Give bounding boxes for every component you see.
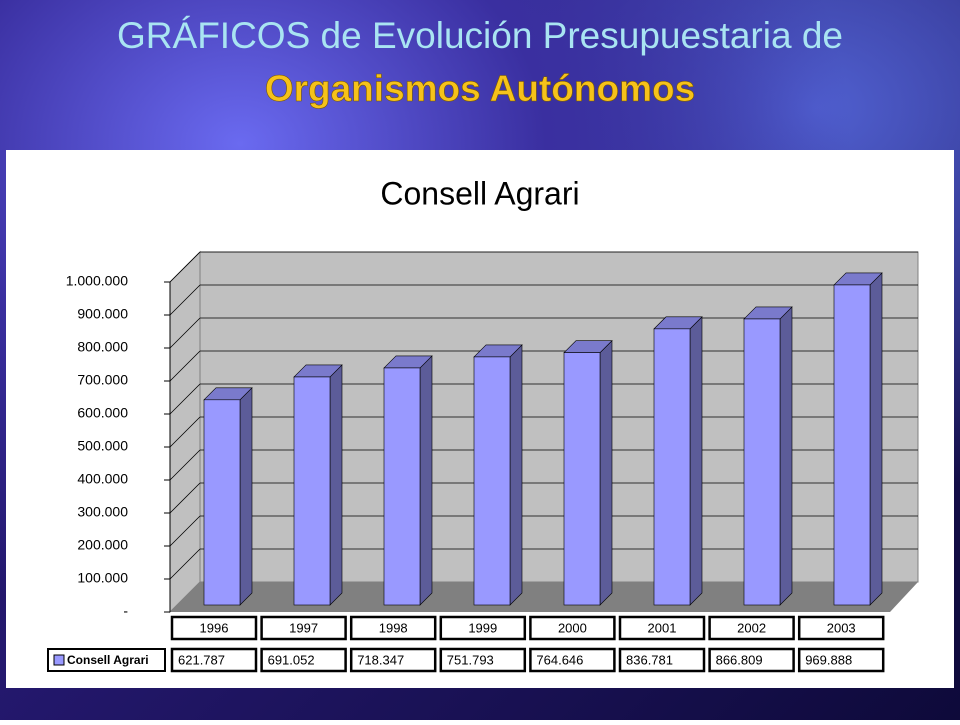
y-tick-label: 800.000 [77,339,128,355]
bar-side [869,272,883,606]
bar-side [689,316,703,606]
bar [293,376,331,606]
x-tick-label: 2002 [737,620,766,635]
bar-side [509,344,523,606]
grid-line [169,482,201,514]
grid-line [169,350,201,382]
table-cell [797,647,885,673]
bar [653,328,691,606]
y-tick-label: 900.000 [77,306,128,322]
grid-line [169,515,201,547]
y-tick-label: - [123,603,128,619]
x-tick-label: 1996 [200,620,229,635]
value-label: 866.809 [716,652,763,667]
slide-subtitle: Organismos Autónomos [265,68,695,109]
table-cell [708,615,795,641]
value-label: 764.646 [536,652,583,667]
table-cell [170,647,258,673]
bar-side [419,355,433,606]
x-tick-label: 1999 [468,620,497,635]
bar-side [239,387,253,606]
table-cell [529,647,616,673]
floor [170,582,918,612]
y-tick-label: 400.000 [77,471,128,487]
table-cell [349,647,437,673]
table-cell [529,615,616,641]
table-cell [260,615,347,641]
x-tick-label: 2001 [648,620,677,635]
bar [833,284,871,606]
value-label: 621.787 [178,652,225,667]
table-cell [439,647,527,673]
y-tick-label: 700.000 [77,372,128,388]
value-label: 691.052 [268,652,315,667]
grid-line [169,548,201,580]
table-cell [708,647,795,673]
bar-side [329,364,343,606]
table-cell [618,615,706,641]
grid-line [169,449,201,481]
value-label: 751.793 [447,652,494,667]
grid-line [169,383,201,415]
x-tick-label: 1997 [289,620,318,635]
bar [743,318,781,606]
bar-side [779,306,793,606]
chart-title: Consell Agrari [380,175,579,211]
table-cell [618,647,706,673]
x-tick-label: 1998 [379,620,408,635]
legend-label: Consell Agrari [67,653,149,667]
value-label: 718.347 [357,652,404,667]
y-tick-label: 200.000 [77,537,128,553]
value-label: 969.888 [805,652,852,667]
bar [473,356,511,606]
legend-swatch [53,654,65,666]
value-label: 836.781 [626,652,673,667]
bar [383,367,421,606]
table-cell [797,615,885,641]
grid-line [169,416,201,448]
grid-line [169,284,201,316]
table-cell [439,615,527,641]
table-cell [170,615,258,641]
y-tick-label: 300.000 [77,504,128,520]
bar [563,352,601,606]
bar-side [599,339,613,606]
table-cell [260,647,347,673]
x-tick-label: 2003 [827,620,856,635]
y-tick-label: 600.000 [77,405,128,421]
x-tick-label: 2000 [558,620,587,635]
bar [203,399,241,606]
legend [47,648,166,672]
grid-line [169,251,201,283]
y-tick-label: 500.000 [77,438,128,454]
y-tick-label: 100.000 [77,570,128,586]
y-tick-label: 1.000.000 [66,273,128,289]
grid-line [169,317,201,349]
slide-title: GRÁFICOS de Evolución Presupuestaria de [117,15,843,56]
table-cell [349,615,437,641]
